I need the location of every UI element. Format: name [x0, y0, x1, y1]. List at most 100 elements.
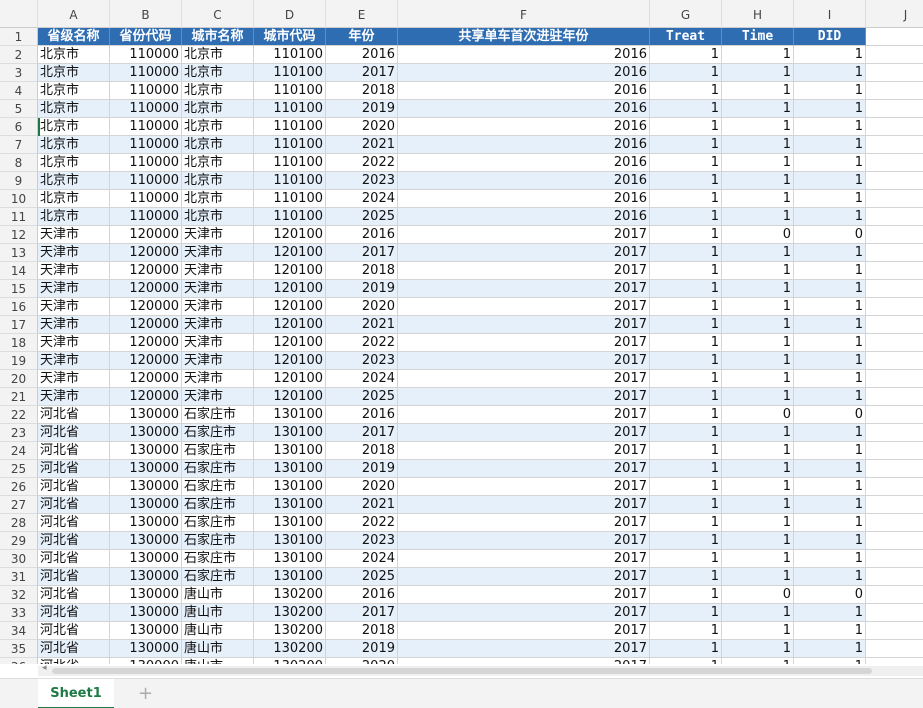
cell: 130000 — [110, 586, 182, 604]
cell: 1 — [650, 442, 722, 460]
cell: 1 — [650, 424, 722, 442]
cell: 1 — [794, 424, 866, 442]
cell: 110000 — [110, 190, 182, 208]
empty-cell — [866, 550, 923, 568]
cell: 天津市 — [182, 280, 254, 298]
cell: 110100 — [254, 172, 326, 190]
cell: 2017 — [398, 550, 650, 568]
cell: 1 — [650, 640, 722, 658]
cell: 天津市 — [38, 244, 110, 262]
cell: 1 — [794, 46, 866, 64]
sheet-tab[interactable]: Sheet1 — [38, 679, 114, 708]
cell: 1 — [794, 622, 866, 640]
cell: 石家庄市 — [182, 460, 254, 478]
cell: 1 — [650, 316, 722, 334]
cell: 河北省 — [38, 496, 110, 514]
cell: 北京市 — [182, 46, 254, 64]
cell: 北京市 — [182, 82, 254, 100]
cell: 110000 — [110, 154, 182, 172]
cell: 130100 — [254, 496, 326, 514]
empty-cell — [866, 136, 923, 154]
cell: 1 — [650, 496, 722, 514]
empty-cell — [866, 46, 923, 64]
cell: 1 — [650, 604, 722, 622]
cell: 1 — [650, 172, 722, 190]
empty-cell — [866, 118, 923, 136]
cell: 1 — [650, 280, 722, 298]
cell: 130000 — [110, 406, 182, 424]
row-header: 1 — [0, 28, 38, 46]
cell: 110100 — [254, 154, 326, 172]
cell: 唐山市 — [182, 658, 254, 664]
cell: 1 — [650, 298, 722, 316]
cell: 北京市 — [182, 208, 254, 226]
cell: 1 — [650, 46, 722, 64]
empty-cell — [866, 316, 923, 334]
cell: 1 — [650, 226, 722, 244]
cell: 120100 — [254, 316, 326, 334]
cell: 2017 — [398, 604, 650, 622]
cell: 130000 — [110, 496, 182, 514]
cell: 120000 — [110, 316, 182, 334]
cell: 1 — [794, 658, 866, 664]
cell: 天津市 — [182, 316, 254, 334]
cell: 110100 — [254, 136, 326, 154]
cell: 130000 — [110, 424, 182, 442]
cell: 130000 — [110, 658, 182, 664]
cell: 2017 — [398, 424, 650, 442]
cell: 1 — [722, 82, 794, 100]
cell: 1 — [794, 64, 866, 82]
cell: 130200 — [254, 640, 326, 658]
add-sheet-button[interactable]: + — [138, 683, 154, 704]
empty-cell — [866, 154, 923, 172]
empty-cell — [866, 334, 923, 352]
cell: 1 — [794, 352, 866, 370]
empty-cell — [866, 406, 923, 424]
row-header: 7 — [0, 136, 38, 154]
cell: 河北省 — [38, 604, 110, 622]
cell: 2024 — [326, 550, 398, 568]
cell: 120000 — [110, 298, 182, 316]
cell: 110100 — [254, 82, 326, 100]
cell: 110000 — [110, 118, 182, 136]
cell: 1 — [722, 334, 794, 352]
cell: 2016 — [326, 226, 398, 244]
cell: 110100 — [254, 100, 326, 118]
cell: 1 — [650, 532, 722, 550]
cell: 1 — [722, 244, 794, 262]
horizontal-scrollbar[interactable]: ◂ — [38, 663, 923, 676]
cell: 2017 — [398, 586, 650, 604]
cell: 2016 — [398, 64, 650, 82]
cell: 1 — [650, 478, 722, 496]
cell: 1 — [650, 208, 722, 226]
empty-cell — [866, 370, 923, 388]
row-header: 16 — [0, 298, 38, 316]
cell: 1 — [794, 316, 866, 334]
cell: 2020 — [326, 478, 398, 496]
header-cell: 共享单车首次进驻年份 — [398, 28, 650, 46]
cell: 2016 — [398, 172, 650, 190]
cell: 天津市 — [182, 352, 254, 370]
row-header: 4 — [0, 82, 38, 100]
cell: 2025 — [326, 208, 398, 226]
cell: 天津市 — [38, 388, 110, 406]
column-header: E — [326, 0, 398, 28]
cell: 北京市 — [38, 82, 110, 100]
row-header: 24 — [0, 442, 38, 460]
cell: 2018 — [326, 442, 398, 460]
cell: 1 — [794, 118, 866, 136]
cell: 1 — [794, 388, 866, 406]
cell: 110000 — [110, 64, 182, 82]
cell: 110000 — [110, 82, 182, 100]
row-header: 26 — [0, 478, 38, 496]
cell: 1 — [650, 262, 722, 280]
cell: 130100 — [254, 568, 326, 586]
cell: 2020 — [326, 298, 398, 316]
cell: 1 — [794, 550, 866, 568]
row-header: 14 — [0, 262, 38, 280]
cell: 1 — [794, 262, 866, 280]
row-header: 33 — [0, 604, 38, 622]
cell: 2019 — [326, 280, 398, 298]
empty-cell — [866, 226, 923, 244]
empty-cell — [866, 496, 923, 514]
